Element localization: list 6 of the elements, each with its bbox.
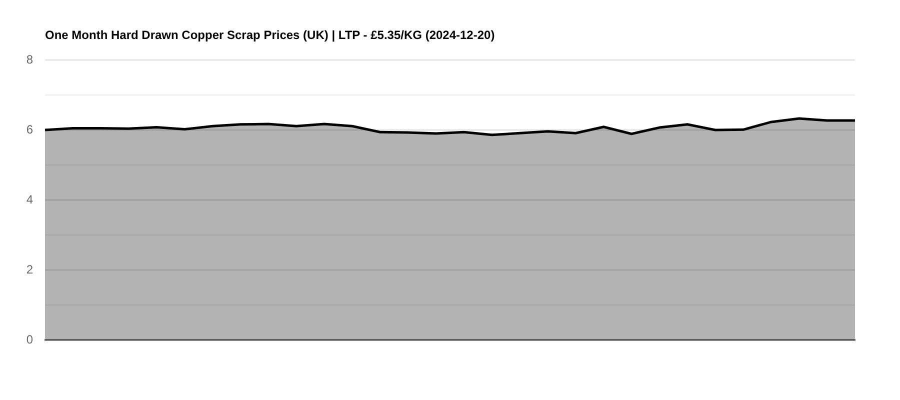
y-tick-label: 6 — [26, 122, 34, 136]
y-tick-label: 2 — [26, 262, 34, 276]
y-tick-label: 8 — [26, 52, 34, 66]
chart-title: One Month Hard Drawn Copper Scrap Prices (UK) | LTP - £5.35/KG (2024-12-20) — [45, 27, 495, 43]
y-tick-label: 0 — [26, 332, 34, 346]
y-tick-label: 4 — [26, 192, 34, 206]
